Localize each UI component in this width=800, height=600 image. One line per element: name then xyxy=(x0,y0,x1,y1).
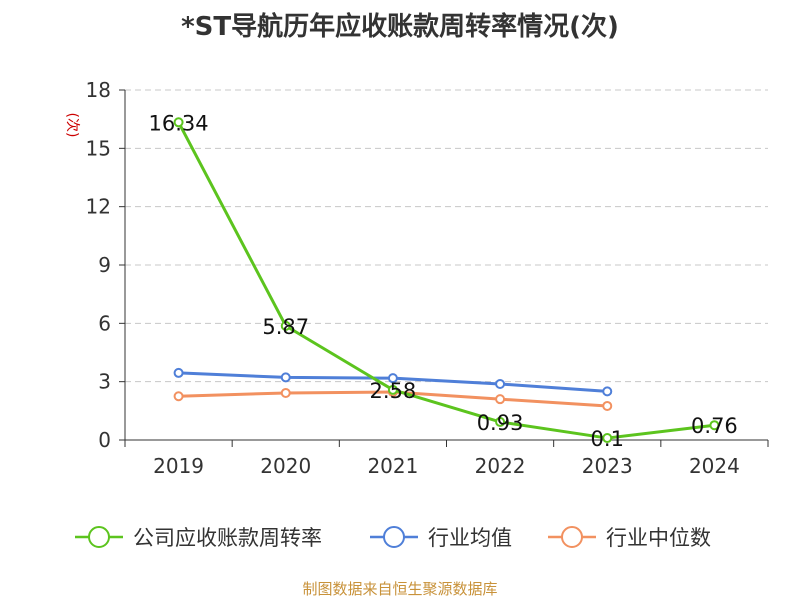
data-point xyxy=(280,372,291,383)
data-label: 0.93 xyxy=(477,411,524,435)
data-label: 2.58 xyxy=(370,379,417,403)
x-tick-label: 2024 xyxy=(689,454,740,478)
y-tick-label: 15 xyxy=(86,136,111,160)
y-tick-label: 18 xyxy=(86,78,111,102)
data-label: 16.34 xyxy=(149,111,209,135)
legend-label: 行业均值 xyxy=(428,526,512,550)
legend: 公司应收账款周转率 行业均值 行业中位数 xyxy=(75,526,711,550)
data-point xyxy=(173,117,184,128)
x-tick-label: 2021 xyxy=(367,454,418,478)
data-point xyxy=(602,400,613,411)
y-tick-label: 9 xyxy=(98,253,111,277)
legend-swatch-marker xyxy=(383,526,405,548)
legend-swatch-marker xyxy=(561,526,583,548)
data-point xyxy=(173,367,184,378)
y-tick-label: 3 xyxy=(98,370,111,394)
x-tick-label: 2019 xyxy=(153,454,204,478)
data-point xyxy=(495,379,506,389)
legend-label: 公司应收账款周转率 xyxy=(133,526,322,550)
data-point xyxy=(387,384,398,395)
data-point xyxy=(602,433,613,444)
data-point xyxy=(387,373,398,384)
grid-layer xyxy=(125,89,768,383)
y-tick-label: 6 xyxy=(98,311,111,335)
x-tick-label: 2022 xyxy=(475,454,526,478)
data-point xyxy=(280,387,291,398)
series-layer xyxy=(173,117,720,444)
chart-title: *ST导航历年应收账款周转率情况(次) xyxy=(181,12,619,42)
data-label: 0.76 xyxy=(691,414,738,438)
data-point xyxy=(709,420,720,431)
y-tick-label: 0 xyxy=(98,428,111,452)
data-point xyxy=(495,394,506,405)
data-label-layer: 16.34 5.87 2.58 0.93 0.1 0.76 xyxy=(149,111,738,451)
y-axis-label: (次) xyxy=(64,113,80,138)
source-note: 制图数据来自恒生聚源数据库 xyxy=(302,580,498,598)
data-point xyxy=(602,386,613,397)
data-point xyxy=(495,416,506,427)
data-label: 5.87 xyxy=(262,315,309,339)
x-tick-label: 2023 xyxy=(582,454,633,478)
series-line xyxy=(177,120,716,440)
data-point xyxy=(173,391,184,402)
y-tick-label: 12 xyxy=(86,195,111,219)
data-point xyxy=(280,320,291,331)
data-label: 0.1 xyxy=(591,427,624,451)
axis-layer: 0 3 6 9 12 15 18 (次) 2019 2020 2021 2022 2023 2024 xyxy=(64,78,769,478)
legend-swatch-marker xyxy=(88,526,110,548)
x-tick-label: 2020 xyxy=(260,454,311,478)
legend-label: 行业中位数 xyxy=(606,526,711,550)
